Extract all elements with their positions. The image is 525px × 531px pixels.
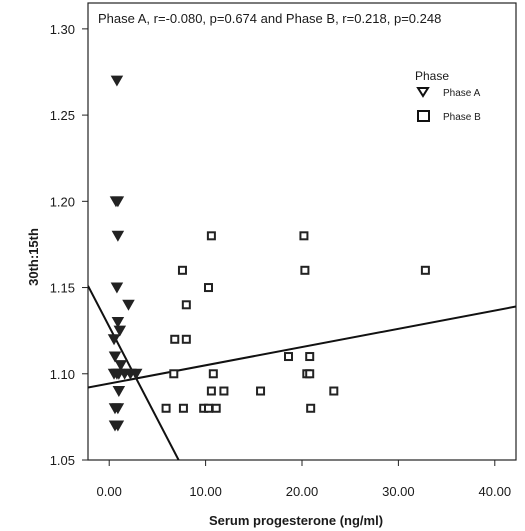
- x-tick-label: 10.00: [189, 484, 222, 499]
- point-phase-b: [181, 300, 191, 310]
- x-tick-label: 40.00: [479, 484, 512, 499]
- point-phase-b: [208, 369, 218, 379]
- point-phase-a: [112, 386, 126, 397]
- point-phase-a: [113, 325, 127, 337]
- point-phase-a: [110, 75, 124, 87]
- y-tick-label: 1.20: [50, 194, 75, 209]
- point-phase-a: [122, 299, 135, 311]
- y-tick-label: 1.10: [50, 367, 75, 382]
- legend: Phase Phase A Phase B: [415, 69, 481, 123]
- point-phase-a: [111, 196, 125, 208]
- point-phase-b: [300, 265, 310, 275]
- point-phase-b: [299, 231, 309, 241]
- legend-marker-phase-a: [416, 87, 430, 98]
- point-phase-b: [329, 386, 339, 396]
- point-phase-b: [161, 403, 171, 413]
- point-phase-b: [284, 352, 294, 362]
- y-tick-label: 1.05: [50, 453, 75, 468]
- x-tick-label: 20.00: [286, 484, 319, 499]
- point-phase-b: [178, 403, 188, 413]
- point-phase-b: [306, 403, 316, 413]
- legend-entry: Phase B: [417, 110, 481, 123]
- point-phase-b: [305, 352, 315, 362]
- legend-marker-phase-b: [417, 110, 430, 122]
- point-phase-b: [203, 403, 213, 413]
- point-phase-b: [256, 386, 266, 396]
- point-phase-a: [111, 317, 125, 328]
- point-phase-b: [181, 334, 191, 344]
- y-axis-label: 30th:15th: [26, 228, 41, 286]
- x-tick-label: 0.00: [97, 484, 122, 499]
- point-phase-a: [111, 230, 125, 242]
- point-phase-a: [111, 420, 125, 432]
- point-phase-b: [170, 334, 180, 344]
- point-phase-b: [305, 369, 315, 379]
- legend-label: Phase B: [443, 112, 481, 123]
- y-axis-ticks: 1.05 1.10 1.15 1.20 1.25 1.30: [50, 22, 88, 468]
- point-phase-a: [108, 351, 122, 363]
- y-tick-label: 1.25: [50, 108, 75, 123]
- y-tick-label: 1.30: [50, 22, 75, 37]
- point-phase-a: [110, 282, 124, 294]
- y-tick-label: 1.15: [50, 281, 75, 296]
- point-phase-b: [177, 265, 187, 275]
- fit-line-phase-b: [88, 305, 516, 389]
- point-phase-b: [420, 265, 430, 275]
- legend-label: Phase A: [443, 88, 481, 99]
- x-axis-ticks: 0.00 10.00 20.00 30.00 40.00: [97, 460, 512, 499]
- x-axis-label: Serum progesterone (ng/ml): [209, 513, 383, 528]
- legend-entry: Phase A: [416, 87, 481, 99]
- point-phase-a: [111, 403, 125, 415]
- point-phase-a: [129, 368, 143, 380]
- legend-title: Phase: [415, 69, 449, 83]
- point-phase-b: [211, 403, 221, 413]
- point-phase-b: [169, 369, 179, 379]
- point-phase-b: [203, 283, 213, 293]
- fit-lines: [88, 285, 516, 460]
- point-phase-b: [206, 231, 216, 241]
- chart-title: Phase A, r=-0.080, p=0.674 and Phase B, …: [98, 11, 441, 26]
- point-phase-a: [107, 334, 121, 346]
- point-phase-a: [114, 360, 128, 372]
- point-phase-b: [206, 386, 216, 396]
- data-points: [107, 75, 430, 432]
- point-phase-b: [219, 386, 229, 396]
- x-tick-label: 30.00: [382, 484, 415, 499]
